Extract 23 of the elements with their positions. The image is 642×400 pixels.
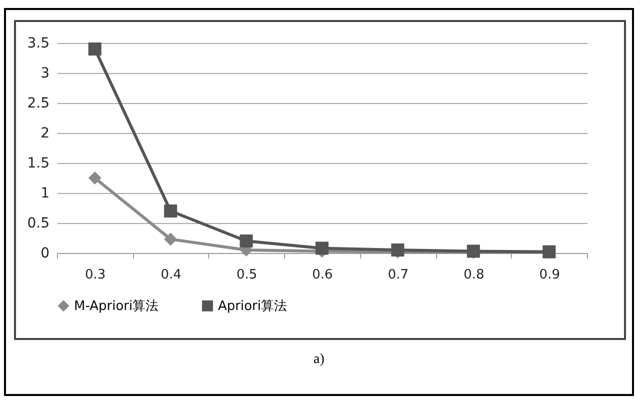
y-tick-label: 0 xyxy=(40,246,50,262)
x-tick-label: 0.4 xyxy=(160,268,182,282)
x-tick-label: 0.3 xyxy=(85,268,106,282)
x-tick-label: 0.7 xyxy=(388,268,409,282)
y-tick-label: 3.5 xyxy=(27,36,50,52)
y-tick-label: 0.5 xyxy=(27,216,50,232)
point xyxy=(88,171,102,185)
text: a) xyxy=(312,352,326,368)
y-tick-label: 3 xyxy=(40,66,50,82)
point xyxy=(164,204,178,218)
x-tick-label: 0.5 xyxy=(236,268,258,282)
y-tick-label: 2.5 xyxy=(27,96,50,112)
legend-label: M-Apriori算法 xyxy=(74,298,159,314)
x-tick-label: 0.9 xyxy=(539,268,560,282)
x-tick-label: 0.8 xyxy=(464,268,484,282)
legend-label: Apriori算法 xyxy=(218,298,288,314)
x-tick-label: 0.6 xyxy=(312,268,333,282)
point xyxy=(240,234,253,248)
y-tick-label: 1 xyxy=(40,186,50,202)
y-tick-label: 2 xyxy=(40,126,50,142)
y-tick-label: 1.5 xyxy=(27,156,50,172)
point xyxy=(164,232,178,246)
point xyxy=(88,42,102,56)
